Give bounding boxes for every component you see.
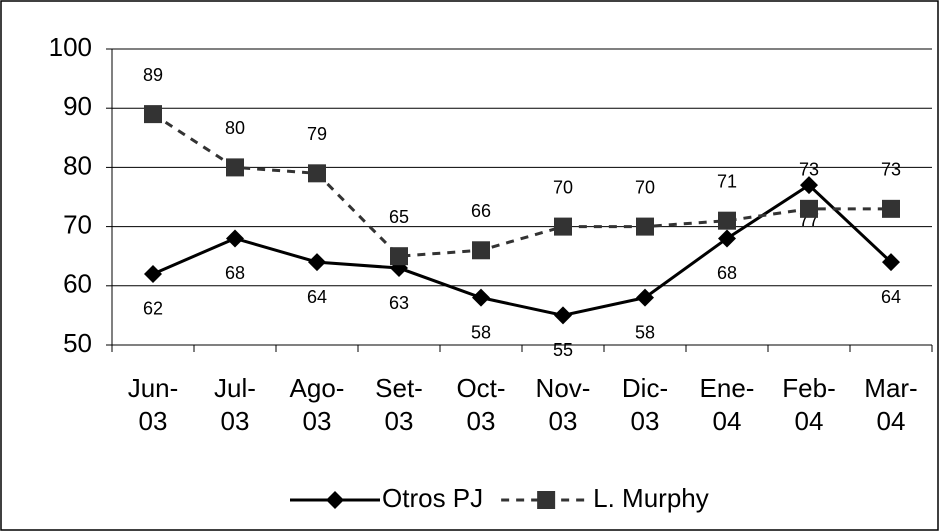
data-point xyxy=(390,247,408,266)
series-line xyxy=(152,183,893,317)
legend-marker xyxy=(326,491,344,509)
x-tick-label: Feb-04 xyxy=(782,373,836,436)
data-label: 89 xyxy=(143,65,163,85)
x-tick-label: Set-03 xyxy=(375,373,423,436)
data-label: 66 xyxy=(471,201,491,221)
x-tick-label: Jun-03 xyxy=(127,373,179,436)
data-point xyxy=(800,199,818,218)
y-tick-label: 70 xyxy=(63,209,92,239)
data-point xyxy=(636,217,654,236)
y-tick-label: 60 xyxy=(63,269,92,299)
data-point xyxy=(226,158,244,177)
data-point xyxy=(718,211,736,230)
data-point xyxy=(144,105,162,124)
data-label: 79 xyxy=(307,124,327,144)
data-label: 70 xyxy=(553,177,573,197)
data-label: 73 xyxy=(799,160,819,180)
data-label: 58 xyxy=(635,322,655,342)
data-point xyxy=(636,288,654,307)
y-tick-label: 90 xyxy=(63,91,92,121)
data-point xyxy=(226,229,244,248)
data-point xyxy=(472,241,490,260)
legend-marker xyxy=(537,491,556,509)
data-point xyxy=(718,229,736,248)
data-point xyxy=(308,253,326,272)
y-tick-label: 80 xyxy=(63,150,92,180)
data-point xyxy=(554,217,572,236)
data-label: 73 xyxy=(881,160,901,180)
data-label: 71 xyxy=(717,171,737,191)
data-label: 55 xyxy=(553,340,573,360)
x-tick-label: Ene-04 xyxy=(699,373,755,436)
legend-label: L. Murphy xyxy=(593,483,709,513)
x-tick-label: Dic-03 xyxy=(621,373,669,436)
data-label: 63 xyxy=(389,293,409,313)
data-label: 80 xyxy=(225,118,245,138)
data-label: 68 xyxy=(225,263,245,283)
data-label: 68 xyxy=(717,263,737,283)
data-point xyxy=(800,176,818,195)
data-label: 58 xyxy=(471,322,491,342)
data-point xyxy=(554,306,572,325)
x-tick-label: Nov-03 xyxy=(535,373,591,436)
data-point xyxy=(144,264,162,283)
data-label: 64 xyxy=(307,287,327,307)
data-label: 64 xyxy=(881,287,901,307)
data-point xyxy=(308,164,326,183)
data-point xyxy=(882,199,900,218)
x-tick-label: Mar-04 xyxy=(864,373,918,436)
series-line xyxy=(152,112,891,258)
y-tick-label: 100 xyxy=(49,32,92,62)
data-label: 70 xyxy=(635,177,655,197)
data-point xyxy=(472,288,490,307)
data-label: 65 xyxy=(389,207,409,227)
x-tick-label: Oct-03 xyxy=(456,373,506,436)
x-tick-label: Ago-03 xyxy=(289,373,345,436)
x-tick-label: Jul-03 xyxy=(214,373,256,436)
y-tick-label: 50 xyxy=(63,328,92,358)
legend-label: Otros PJ xyxy=(382,483,483,513)
data-point xyxy=(882,253,900,272)
data-label: 62 xyxy=(143,299,163,319)
